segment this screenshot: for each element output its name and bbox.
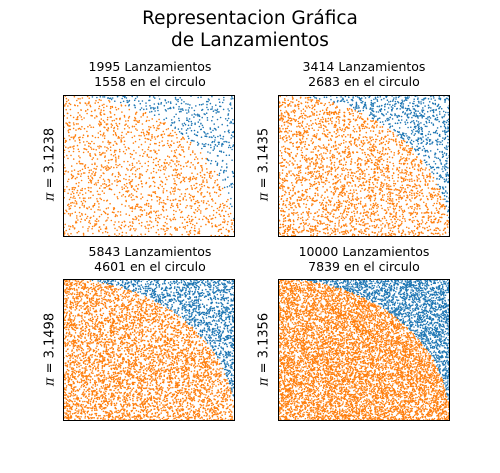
axes-frame xyxy=(63,279,235,421)
subplot-title-line-2: 1558 en el circulo xyxy=(94,74,206,89)
figure-title-line-1: Representacion Gráfica xyxy=(142,8,358,29)
subplot-ylabel: π = 3.1238 xyxy=(43,122,58,208)
pi-estimate: = 3.1498 xyxy=(42,312,58,374)
pi-estimate: = 3.1435 xyxy=(256,127,272,189)
scatter-panel xyxy=(278,95,450,237)
subplot-title-line-2: 4601 en el circulo xyxy=(94,259,206,274)
subplot-title-line-2: 7839 en el circulo xyxy=(308,259,420,274)
axes-frame xyxy=(278,95,450,237)
subplot-ylabel: π = 3.1356 xyxy=(257,307,272,393)
outside-points xyxy=(79,279,235,410)
axes-frame xyxy=(63,95,235,237)
pi-estimate: = 3.1356 xyxy=(256,312,272,374)
pi-symbol: π xyxy=(256,192,272,202)
scatter-plot xyxy=(63,95,235,237)
subplot-ylabel: π = 3.1435 xyxy=(257,122,272,208)
scatter-panel xyxy=(63,279,235,421)
axes-frame xyxy=(278,279,450,421)
scatter-plot xyxy=(278,279,450,421)
inside-points xyxy=(278,95,450,237)
subplot-ylabel: π = 3.1498 xyxy=(43,307,58,393)
pi-symbol: π xyxy=(42,192,58,202)
subplot-title-line-1: 5843 Lanzamientos xyxy=(88,244,212,259)
pi-symbol: π xyxy=(42,377,58,387)
inside-points xyxy=(63,279,235,421)
scatter-plot xyxy=(63,279,235,421)
subplot-title-line-1: 10000 Lanzamientos xyxy=(298,244,430,259)
subplot-title-line-2: 2683 en el circulo xyxy=(308,74,420,89)
inside-points xyxy=(278,279,450,421)
subplot-title-line-1: 3414 Lanzamientos xyxy=(302,59,426,74)
pi-symbol: π xyxy=(256,377,272,387)
subplot-title-line-1: 1995 Lanzamientos xyxy=(88,59,212,74)
scatter-plot xyxy=(278,95,450,237)
figure-title-line-2: de Lanzamientos xyxy=(171,30,329,51)
scatter-panel xyxy=(278,279,450,421)
inside-points xyxy=(63,95,235,237)
pi-estimate: = 3.1238 xyxy=(42,127,58,189)
scatter-panel xyxy=(63,95,235,237)
